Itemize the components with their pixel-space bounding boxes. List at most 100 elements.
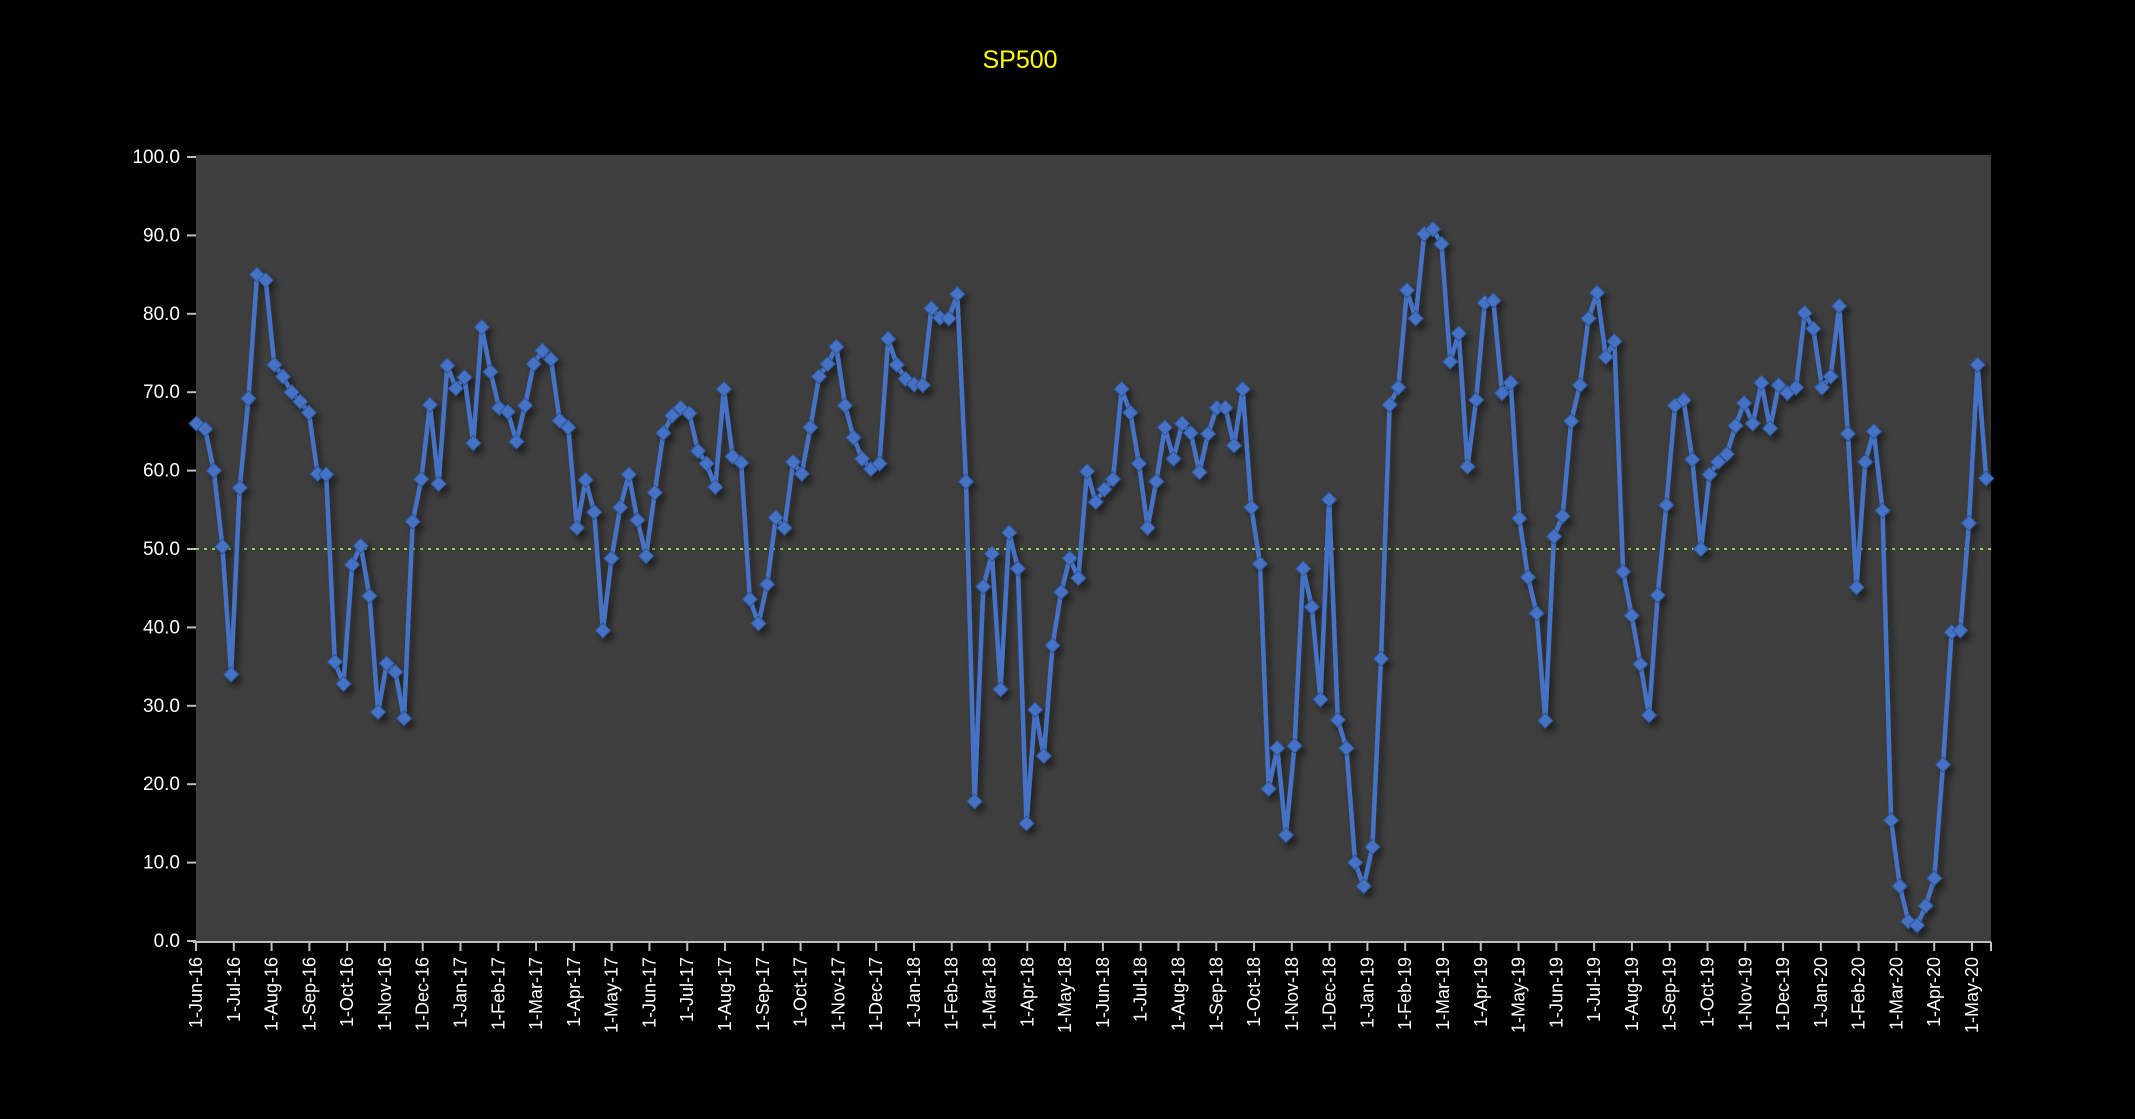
x-axis-label: 1-Sep-18 [1206,957,1226,1031]
data-point-marker [1018,815,1035,832]
x-axis-label: 1-Mar-18 [980,957,1000,1030]
data-point-marker [1597,348,1615,366]
data-point-marker [1640,707,1658,724]
data-point-marker [1381,396,1398,413]
data-point-marker [456,369,473,386]
data-point-marker [1424,220,1442,238]
data-point-marker [1269,739,1286,757]
data-point-marker [603,550,620,567]
data-point-marker [949,285,966,303]
data-point-marker [1787,379,1805,396]
data-point-marker [482,363,499,381]
data-point-marker [1052,583,1070,601]
data-point-marker [430,475,447,493]
data-point-marker [1139,519,1156,537]
x-axis-label: 1-Aug-19 [1622,957,1642,1031]
data-point-marker [1243,499,1260,516]
data-point-marker [1320,491,1338,508]
data-point-marker [568,519,586,537]
data-point-marker [1960,514,1978,532]
data-point-marker [776,519,793,537]
data-point-marker [620,466,638,483]
data-point-marker [387,663,404,681]
data-point-marker [854,450,871,468]
data-point-marker [836,397,854,414]
data-point-marker [473,318,491,336]
data-point-marker [1649,587,1666,604]
data-point-marker [1684,451,1701,468]
data-point-marker [1061,550,1078,567]
data-point-marker [257,271,274,289]
data-point-marker [343,556,361,573]
data-point-marker [560,419,577,436]
data-point-marker [1831,297,1848,315]
data-point-marker [1571,376,1589,394]
data-point-marker [845,429,862,446]
data-point-marker [819,355,836,373]
x-axis-label: 1-Nov-19 [1735,957,1755,1031]
data-point-marker [992,681,1009,698]
data-point-marker [1718,445,1736,463]
data-point-marker [1467,391,1485,409]
x-axis-label: 1-Nov-18 [1282,957,1302,1031]
data-point-marker [1554,507,1571,525]
x-axis-label: 1-Jan-17 [451,957,471,1028]
x-axis-label: 1-May-17 [602,957,622,1033]
y-axis-label: 0.0 [154,931,180,952]
data-point-marker [1588,284,1606,301]
x-axis-label: 1-Sep-16 [299,957,319,1031]
data-point-marker [196,420,214,438]
data-point-marker [1026,701,1044,718]
data-point-marker [750,615,767,632]
data-point-marker [361,587,378,605]
data-point-marker [1372,650,1390,667]
data-point-marker [923,300,940,317]
data-point-marker [1839,425,1857,442]
data-point-marker [1917,897,1934,914]
data-point-marker [975,578,992,595]
data-point-marker [1390,379,1407,396]
data-point-marker [793,465,810,482]
data-point-marker [395,710,413,727]
x-axis-label: 1-Jul-19 [1584,957,1604,1022]
x-axis-label: 1-Apr-19 [1471,957,1491,1027]
y-axis-label: 10.0 [143,853,180,874]
y-axis-label: 30.0 [143,696,180,717]
data-series [188,220,1995,934]
data-point-marker [447,380,465,397]
data-point-marker [1692,540,1710,558]
data-point-marker [1338,739,1355,757]
data-point-marker [1606,333,1623,350]
y-axis-label: 20.0 [143,774,180,795]
data-point-marker [1433,235,1450,253]
x-axis-label: 1-Mar-20 [1886,957,1906,1030]
data-point-marker [1277,826,1295,844]
data-point-marker [1969,356,1986,373]
y-axis-label: 90.0 [143,225,180,246]
y-axis-label: 60.0 [143,461,180,482]
x-axis-label: 1-Sep-19 [1660,957,1680,1031]
data-point-marker [240,390,257,407]
data-point-marker [1502,374,1519,391]
y-axis-label: 40.0 [143,617,180,638]
x-axis-label: 1-Apr-20 [1924,957,1944,1027]
data-point-marker [222,666,240,683]
x-axis-label: 1-Jul-16 [224,957,244,1022]
data-point-marker [1156,419,1174,436]
data-point-marker [542,351,560,368]
data-point-marker [1148,473,1165,490]
data-point-marker [1891,877,1908,895]
x-axis-label: 1-Jul-17 [677,957,697,1022]
x-axis-label: 1-Sep-17 [753,957,773,1031]
data-point-marker [421,396,439,413]
data-point-marker [1727,417,1744,435]
data-point-marker [1934,756,1952,773]
data-point-marker [1519,569,1537,586]
x-axis-label: 1-May-19 [1509,957,1529,1033]
data-point-marker [1303,598,1321,616]
data-point-marker [828,338,845,355]
data-point-marker [1882,812,1900,829]
data-point-marker [1234,380,1251,398]
data-point-marker [732,454,750,471]
